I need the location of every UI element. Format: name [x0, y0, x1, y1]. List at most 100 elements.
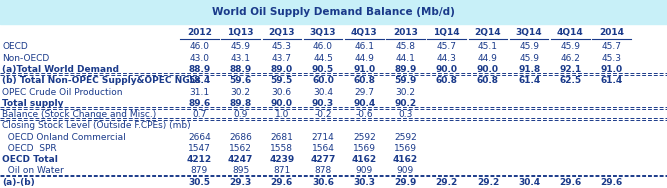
Text: 4247: 4247: [228, 155, 253, 164]
Text: 4162: 4162: [393, 155, 418, 164]
Text: 46.1: 46.1: [354, 42, 374, 52]
Text: 44.3: 44.3: [437, 54, 457, 63]
Text: 879: 879: [191, 166, 208, 175]
Text: 43.0: 43.0: [189, 54, 209, 63]
Text: 91.0: 91.0: [354, 65, 376, 74]
Text: 45.9: 45.9: [231, 42, 251, 52]
Text: (a)-(b): (a)-(b): [2, 178, 35, 187]
Text: 0.9: 0.9: [233, 110, 247, 119]
Text: 89.6: 89.6: [188, 99, 211, 108]
Text: 29.6: 29.6: [271, 178, 293, 187]
Text: 90.3: 90.3: [312, 99, 334, 108]
Text: 1564: 1564: [311, 144, 334, 153]
Text: 29.9: 29.9: [394, 178, 417, 187]
Text: 4Q13: 4Q13: [351, 28, 378, 37]
Text: 61.4: 61.4: [518, 76, 540, 85]
Bar: [0, 0, 667, 24]
Text: 4Q14: 4Q14: [557, 28, 584, 37]
Text: 30.4: 30.4: [518, 178, 540, 187]
Text: 59.9: 59.9: [394, 76, 417, 85]
Text: 30.2: 30.2: [396, 88, 416, 97]
Text: Non-OECD: Non-OECD: [2, 54, 49, 63]
Text: 909: 909: [397, 166, 414, 175]
Text: 2686: 2686: [229, 133, 252, 142]
Text: 31.1: 31.1: [189, 88, 209, 97]
Text: 871: 871: [273, 166, 290, 175]
Text: 29.6: 29.6: [600, 178, 623, 187]
Text: 1569: 1569: [394, 144, 417, 153]
Text: 92.1: 92.1: [559, 65, 582, 74]
Text: -0.6: -0.6: [356, 110, 373, 119]
Text: 878: 878: [314, 166, 331, 175]
Text: 2664: 2664: [188, 133, 211, 142]
Text: 45.3: 45.3: [272, 42, 291, 52]
Text: 30.4: 30.4: [313, 88, 333, 97]
Text: 60.8: 60.8: [354, 76, 376, 85]
Text: 2714: 2714: [311, 133, 334, 142]
Text: 88.9: 88.9: [188, 65, 211, 74]
Text: 60.8: 60.8: [477, 76, 499, 85]
Text: 45.1: 45.1: [478, 42, 498, 52]
Text: 45.3: 45.3: [602, 54, 622, 63]
Text: 29.2: 29.2: [477, 178, 499, 187]
Text: 59.6: 59.6: [229, 76, 251, 85]
Text: 91.8: 91.8: [518, 65, 540, 74]
Text: 3Q13: 3Q13: [309, 28, 336, 37]
Text: 45.9: 45.9: [519, 54, 539, 63]
Text: 88.9: 88.9: [229, 65, 251, 74]
Text: -0.2: -0.2: [314, 110, 331, 119]
Text: 90.4: 90.4: [353, 99, 376, 108]
Text: 44.9: 44.9: [354, 54, 374, 63]
Text: 2681: 2681: [270, 133, 293, 142]
Text: 45.7: 45.7: [602, 42, 622, 52]
Text: (b) Total Non-OPEC Supply&OPEC NGLs: (b) Total Non-OPEC Supply&OPEC NGLs: [2, 76, 201, 85]
Text: 1Q14: 1Q14: [434, 28, 460, 37]
Text: 895: 895: [232, 166, 249, 175]
Text: 30.2: 30.2: [231, 88, 251, 97]
Text: OECD  SPR: OECD SPR: [2, 144, 57, 153]
Text: Balance (Stock Change and Misc.): Balance (Stock Change and Misc.): [2, 110, 156, 119]
Text: OECD Total: OECD Total: [2, 155, 58, 164]
Text: 29.6: 29.6: [559, 178, 582, 187]
Text: 43.7: 43.7: [272, 54, 291, 63]
Text: 1.0: 1.0: [275, 110, 289, 119]
Text: 90.2: 90.2: [394, 99, 416, 108]
Text: OECD: OECD: [2, 42, 28, 52]
Text: 2Q13: 2Q13: [269, 28, 295, 37]
Text: 46.2: 46.2: [560, 54, 580, 63]
Text: World Oil Supply Demand Balance (Mb/d): World Oil Supply Demand Balance (Mb/d): [212, 7, 455, 17]
Text: 3Q14: 3Q14: [516, 28, 542, 37]
Text: 1547: 1547: [188, 144, 211, 153]
Text: 1Q13: 1Q13: [227, 28, 254, 37]
Text: 90.0: 90.0: [477, 65, 499, 74]
Text: 43.1: 43.1: [231, 54, 251, 63]
Text: OECD Onland Commercial: OECD Onland Commercial: [2, 133, 126, 142]
Text: 29.3: 29.3: [229, 178, 251, 187]
Text: 90.0: 90.0: [271, 99, 293, 108]
Text: 45.8: 45.8: [396, 42, 416, 52]
Text: 62.5: 62.5: [560, 76, 582, 85]
Text: 58.4: 58.4: [188, 76, 211, 85]
Text: 60.0: 60.0: [312, 76, 334, 85]
Text: 44.1: 44.1: [396, 54, 416, 63]
Text: 30.6: 30.6: [271, 88, 292, 97]
Text: 4162: 4162: [352, 155, 377, 164]
Text: 30.5: 30.5: [188, 178, 210, 187]
Text: 44.9: 44.9: [478, 54, 498, 63]
Text: 91.0: 91.0: [600, 65, 622, 74]
Text: 2Q14: 2Q14: [475, 28, 501, 37]
Text: 29.7: 29.7: [354, 88, 374, 97]
Text: 45.9: 45.9: [519, 42, 539, 52]
Text: 4277: 4277: [310, 155, 336, 164]
Text: 90.0: 90.0: [436, 65, 458, 74]
Text: 90.5: 90.5: [312, 65, 334, 74]
Text: 0.3: 0.3: [398, 110, 413, 119]
Text: 0.7: 0.7: [192, 110, 207, 119]
Text: 2014: 2014: [599, 28, 624, 37]
Text: Total supply: Total supply: [2, 99, 63, 108]
Text: 2592: 2592: [353, 133, 376, 142]
Text: 1562: 1562: [229, 144, 252, 153]
Text: 89.0: 89.0: [271, 65, 293, 74]
Text: Closing Stock Level (Outside F.CPEs) (mb): Closing Stock Level (Outside F.CPEs) (mb…: [2, 121, 191, 130]
Text: 45.7: 45.7: [437, 42, 457, 52]
